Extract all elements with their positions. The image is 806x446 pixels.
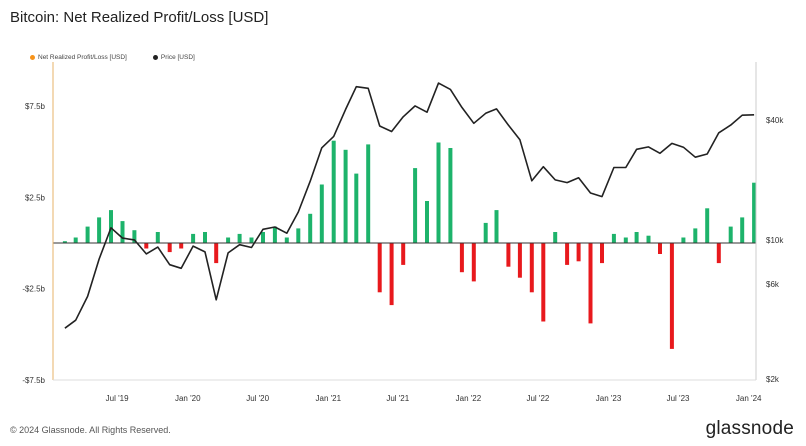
nrpl-bar-2021-08: [413, 168, 418, 243]
nrpl-bar-2023-02: [623, 237, 628, 243]
x-tick-label: Jul '22: [526, 394, 549, 403]
nrpl-bar-2022-12: [600, 243, 604, 264]
right-tick-label: $6k: [766, 280, 780, 289]
nrpl-bar-2023-04: [646, 235, 651, 243]
glassnode-logo: glassnode: [705, 418, 794, 439]
nrpl-bar-2023-11: [728, 226, 733, 243]
nrpl-bar-2022-06: [529, 243, 534, 293]
left-tick-label: -$7.5b: [22, 376, 45, 385]
left-tick-label: -$2.5b: [22, 285, 45, 294]
nrpl-bar-2021-01: [331, 140, 336, 243]
nrpl-bar-2021-07: [401, 243, 406, 265]
legend: Net Realized Profit/Loss [USD] Price [US…: [30, 54, 195, 61]
nrpl-bar-2022-07: [541, 243, 546, 322]
nrpl-bar-2020-10: [296, 228, 301, 243]
nrpl-bar-2021-03: [354, 173, 359, 243]
nrpl-bar-2023-06: [669, 243, 674, 349]
nrpl-bar-2020-07: [261, 232, 265, 243]
nrpl-bar-2019-10: [155, 232, 160, 243]
nrpl-bar-2020-02: [203, 232, 207, 243]
nrpl-bar-2022-10: [576, 243, 581, 262]
nrpl-bar-2022-01: [471, 243, 476, 282]
nrpl-bar-2023-08: [693, 228, 698, 243]
nrpl-bar-2022-05: [517, 243, 522, 278]
x-tick-label: Jan '23: [596, 394, 622, 403]
nrpl-bar-2022-04: [506, 243, 511, 267]
nrpl-bar-2022-03: [494, 210, 499, 243]
nrpl-bar-2023-09: [705, 208, 710, 243]
nrpl-bar-2021-12: [459, 243, 464, 273]
nrpl-bar-2019-08: [132, 230, 137, 243]
x-tick-label: Jul '20: [246, 394, 269, 403]
nrpl-bar-2020-03: [214, 243, 219, 264]
price-line: [64, 82, 755, 329]
right-axis-ticks: $40k $10k $6k $2k: [766, 116, 784, 384]
x-tick-label: Jan '24: [736, 394, 762, 403]
legend-label-nrpl: Net Realized Profit/Loss [USD]: [38, 54, 127, 61]
nrpl-bar-2020-01: [191, 233, 196, 243]
nrpl-bar-2020-06: [249, 237, 254, 243]
nrpl-bar-2021-11: [448, 148, 453, 243]
nrpl-bar-2019-05: [97, 217, 102, 243]
nrpl-bar-2019-09: [144, 243, 149, 249]
right-tick-label: $2k: [766, 375, 780, 384]
x-tick-label: Jul '23: [667, 394, 690, 403]
x-tick-label: Jan '20: [175, 394, 201, 403]
left-tick-label: $2.5b: [25, 193, 46, 202]
nrpl-bar-2021-06: [389, 243, 394, 306]
x-axis-ticks: Jul '19 Jan '20 Jul '20 Jan '21 Jul '21 Jan '…: [106, 394, 762, 403]
right-tick-label: $10k: [766, 236, 784, 245]
nrpl-bar-2020-12: [319, 184, 324, 243]
nrpl-bar-2020-08: [272, 226, 277, 243]
nrpl-bars: [62, 140, 757, 349]
nrpl-bar-2023-01: [611, 233, 616, 243]
nrpl-bar-2021-05: [377, 243, 382, 293]
legend-swatch-nrpl: [30, 55, 35, 60]
nrpl-bar-2021-09: [425, 201, 429, 243]
left-axis-ticks: $7.5b $2.5b -$2.5b -$7.5b: [22, 102, 45, 385]
x-tick-label: Jul '21: [386, 394, 409, 403]
nrpl-bar-2021-02: [343, 149, 348, 243]
x-tick-label: Jan '21: [316, 394, 342, 403]
legend-swatch-price: [152, 55, 158, 60]
nrpl-bar-2023-05: [658, 243, 662, 254]
left-tick-label: $7.5b: [25, 102, 46, 111]
nrpl-bar-2023-03: [634, 232, 639, 243]
nrpl-bar-2019-04: [85, 226, 90, 243]
nrpl-bar-2022-02: [483, 222, 488, 243]
nrpl-bar-2022-09: [565, 243, 570, 265]
nrpl-bar-2019-11: [167, 243, 172, 253]
nrpl-bar-2022-08: [553, 232, 558, 243]
legend-item-nrpl[interactable]: Net Realized Profit/Loss [USD]: [30, 54, 127, 61]
copyright-text: © 2024 Glassnode. All Rights Reserved.: [10, 425, 171, 435]
x-tick-label: Jul '19: [106, 394, 129, 403]
nrpl-bar-2021-10: [436, 142, 441, 243]
nrpl-bar-2024-01: [752, 182, 757, 243]
chart-title: Bitcoin: Net Realized Profit/Loss [USD]: [10, 9, 269, 26]
nrpl-bar-2019-07: [120, 221, 125, 243]
nrpl-bar-2023-12: [740, 217, 745, 243]
nrpl-bar-2022-11: [588, 243, 593, 324]
nrpl-bar-2020-05: [237, 233, 242, 243]
nrpl-bar-2023-10: [716, 243, 721, 264]
legend-item-price[interactable]: Price [USD]: [152, 54, 195, 61]
right-tick-label: $40k: [766, 116, 784, 125]
nrpl-bar-2020-04: [226, 237, 231, 243]
nrpl-bar-2023-07: [681, 237, 686, 243]
legend-label-price: Price [USD]: [160, 54, 195, 61]
nrpl-bar-2020-09: [284, 237, 289, 243]
nrpl-bar-2021-04: [366, 144, 371, 243]
nrpl-bar-2020-11: [308, 213, 313, 243]
nrpl-bar-2019-03: [73, 237, 78, 243]
nrpl-bar-2019-12: [179, 243, 184, 249]
x-tick-label: Jan '22: [456, 394, 482, 403]
nrpl-bar-2019-06: [109, 210, 113, 243]
nrpl-bar-2019-02: [62, 241, 67, 243]
